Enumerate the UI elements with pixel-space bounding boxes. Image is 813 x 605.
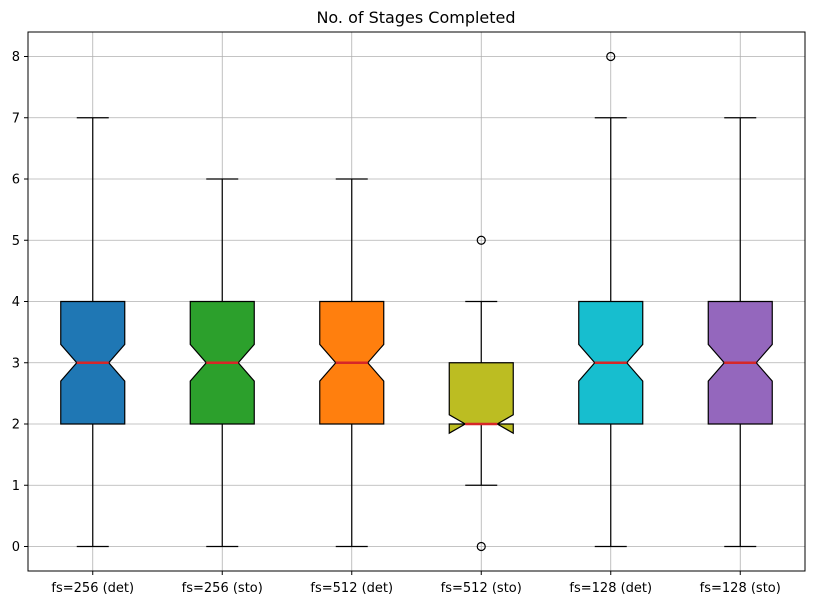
y-tick-label: 7 — [12, 111, 20, 126]
box-group — [319, 178, 385, 548]
chart-title: No. of Stages Completed — [316, 8, 515, 27]
outlier-point — [476, 235, 486, 245]
y-tick-label: 5 — [12, 234, 20, 249]
outlier-point — [476, 541, 486, 552]
y-tick-label: 4 — [12, 295, 20, 310]
y-tick-label: 1 — [12, 479, 20, 494]
box-group — [189, 178, 255, 548]
y-tick-label: 2 — [12, 418, 20, 433]
y-tick-label: 0 — [12, 540, 20, 555]
x-tick-label: fs=512 (sto) — [441, 581, 522, 596]
y-tick-label: 6 — [12, 173, 20, 188]
outlier-point — [606, 51, 616, 62]
x-tick-label: fs=128 (sto) — [700, 581, 781, 596]
x-axis: fs=256 (det) fs=256 (sto) fs=512 (det) fs=5… — [51, 571, 781, 596]
box-group — [448, 235, 514, 552]
y-tick-label: 8 — [12, 50, 20, 65]
x-tick-label: fs=256 (det) — [51, 581, 134, 596]
box-body — [448, 362, 514, 435]
y-tick-label: 3 — [12, 356, 20, 371]
box-group — [578, 51, 644, 548]
box-group — [60, 117, 126, 548]
x-tick-label: fs=256 (sto) — [182, 581, 263, 596]
x-tick-label: fs=512 (det) — [310, 581, 393, 596]
y-axis: 0 1 2 3 4 5 6 7 8 — [12, 50, 28, 555]
x-tick-label: fs=128 (det) — [569, 581, 652, 596]
grid — [28, 32, 805, 571]
boxes — [60, 51, 773, 552]
box-group — [707, 117, 773, 548]
